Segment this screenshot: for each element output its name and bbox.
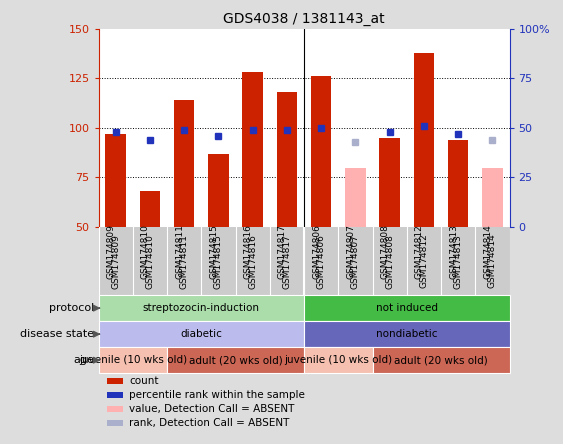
Bar [167,347,304,373]
Bar [373,347,510,373]
Text: percentile rank within the sample: percentile rank within the sample [129,390,305,400]
Text: GSM174810: GSM174810 [145,234,154,289]
Text: diabetic: diabetic [180,329,222,339]
Bar [482,167,503,227]
Bar [99,321,304,347]
Bar [311,76,332,227]
Bar [140,191,160,227]
Bar [414,53,434,227]
Text: GSM174809: GSM174809 [111,234,120,289]
Text: rank, Detection Call = ABSENT: rank, Detection Call = ABSENT [129,418,290,428]
Bar [304,321,510,347]
Text: GSM174813: GSM174813 [454,234,463,289]
Text: protocol: protocol [49,303,95,313]
Bar [276,92,297,227]
Text: count: count [129,376,159,386]
Bar [304,295,510,321]
Bar [208,154,229,227]
Bar [304,347,373,373]
Text: GSM174806: GSM174806 [316,234,325,289]
Text: GSM174815: GSM174815 [214,234,223,289]
Bar [107,406,123,412]
Text: juvenile (10 wks old): juvenile (10 wks old) [284,355,392,365]
Bar [107,377,123,384]
Text: GSM174816: GSM174816 [248,234,257,289]
Bar [174,100,194,227]
Bar [105,134,126,227]
Text: disease state: disease state [20,329,95,339]
Text: GSM174812: GSM174812 [419,234,428,289]
Title: GDS4038 / 1381143_at: GDS4038 / 1381143_at [223,12,385,27]
Text: GSM174814: GSM174814 [488,234,497,289]
Bar [107,392,123,398]
Text: not induced: not induced [376,303,438,313]
Text: juvenile (10 wks old): juvenile (10 wks old) [79,355,187,365]
Text: GSM174817: GSM174817 [283,234,292,289]
Bar [242,72,263,227]
Text: GSM174808: GSM174808 [385,234,394,289]
Text: GSM174807: GSM174807 [351,234,360,289]
Text: nondiabetic: nondiabetic [376,329,437,339]
Text: adult (20 wks old): adult (20 wks old) [394,355,488,365]
Text: GSM174811: GSM174811 [180,234,189,289]
Text: value, Detection Call = ABSENT: value, Detection Call = ABSENT [129,404,294,414]
Bar [107,420,123,426]
Bar [448,140,468,227]
Bar [99,295,304,321]
Bar [99,347,167,373]
Text: age: age [74,355,95,365]
Text: adult (20 wks old): adult (20 wks old) [189,355,283,365]
Bar [379,138,400,227]
Bar [345,167,366,227]
Text: streptozocin-induction: streptozocin-induction [143,303,260,313]
